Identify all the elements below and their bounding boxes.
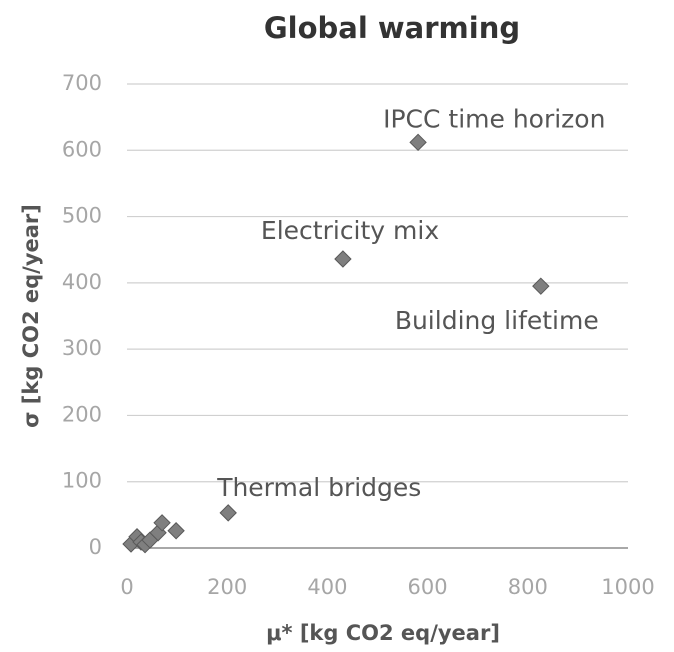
point-label: Electricity mix <box>261 216 439 245</box>
point-label: IPCC time horizon <box>383 104 605 133</box>
point-label: Building lifetime <box>395 306 599 335</box>
x-tick-label: 200 <box>207 575 247 599</box>
y-tick-label: 400 <box>62 270 102 294</box>
chart-title: Global warming <box>264 11 520 45</box>
point-label: Thermal bridges <box>216 473 421 502</box>
x-tick-label: 400 <box>307 575 347 599</box>
y-tick-label: 300 <box>62 336 102 360</box>
y-tick-label: 100 <box>62 469 102 493</box>
point <box>409 133 427 152</box>
point <box>532 277 550 295</box>
y-tick-label: 0 <box>89 535 102 559</box>
y-tick-label: 200 <box>62 402 102 426</box>
x-axis-label: μ* [kg CO2 eq/year] <box>266 621 500 645</box>
point <box>334 250 352 268</box>
point <box>153 514 171 532</box>
y-tick-label: 500 <box>62 204 102 228</box>
point <box>219 504 237 522</box>
x-tick-label: 600 <box>408 575 448 599</box>
x-tick-label: 1000 <box>601 575 654 599</box>
x-tick-label: 0 <box>120 575 133 599</box>
y-tick-label: 700 <box>62 71 102 95</box>
x-tick-label: 800 <box>508 575 548 599</box>
point <box>167 522 185 540</box>
y-axis-label: σ [kg CO2 eq/year] <box>19 204 43 428</box>
y-tick-label: 600 <box>62 137 102 161</box>
